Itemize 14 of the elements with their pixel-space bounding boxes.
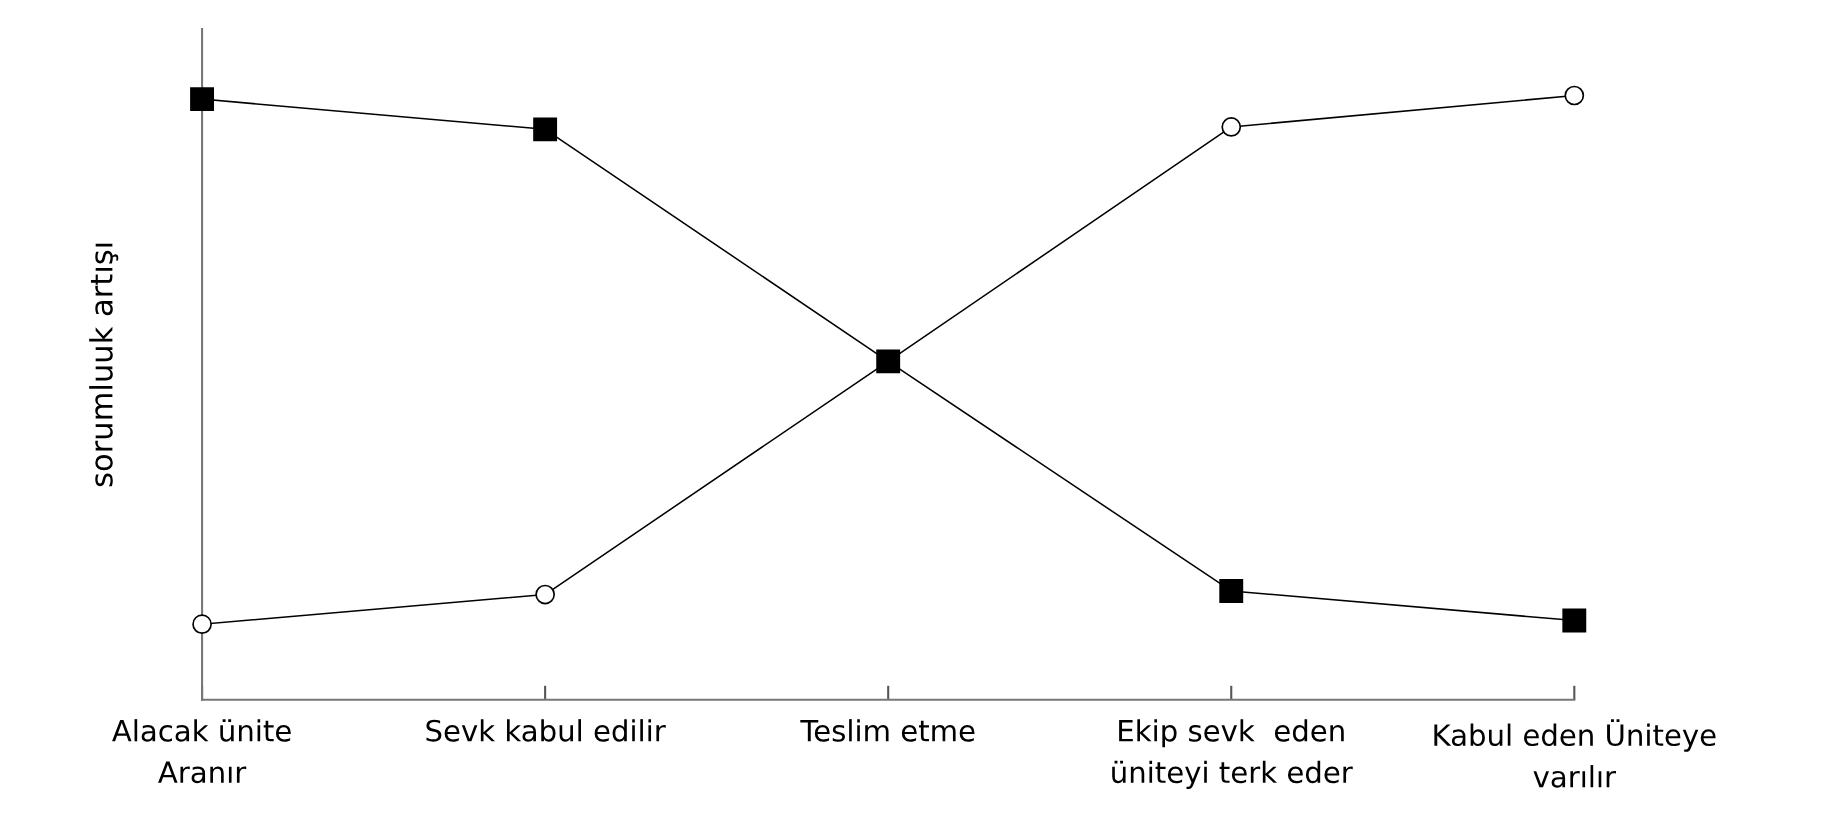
x-tick-label: Alacak ünite Aranır [112, 719, 291, 784]
x-tick-label: Sevk kabul edilir [426, 719, 666, 742]
point [190, 87, 215, 112]
x-tick-label: Ekip sevk eden üniteyi terk eder [1112, 719, 1353, 789]
point [192, 614, 212, 635]
point [1219, 578, 1244, 603]
point [535, 584, 555, 605]
x-tick-label: Kabul eden Üniteye varılır [1434, 719, 1716, 788]
point [1221, 117, 1242, 137]
y-axis-title: sorumluuk artışı [89, 243, 119, 487]
point [1562, 608, 1587, 633]
x-tick-label: Teslim etme [800, 719, 975, 742]
point [1564, 85, 1585, 106]
point [533, 117, 558, 142]
